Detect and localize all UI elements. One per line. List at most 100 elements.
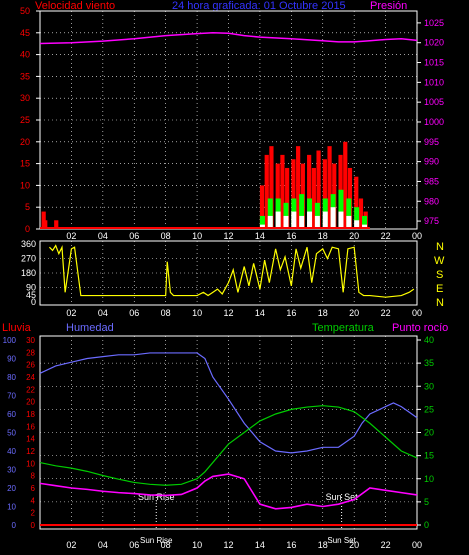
compass-label: S <box>436 269 443 281</box>
rain-tick: 26 <box>26 361 35 370</box>
rain-tick: 2 <box>31 509 36 518</box>
direction-tick: 270 <box>21 254 36 264</box>
temperature-tick: 5 <box>424 497 429 507</box>
wind-bar <box>283 215 289 229</box>
humidity-tick: 40 <box>7 447 16 456</box>
temperature-axis: 0 5 10 15 20 25 30 35 40 <box>417 335 434 530</box>
x-tick-label: 08 <box>161 231 171 241</box>
x-tick-label: 20 <box>349 540 359 550</box>
wind-bar <box>311 167 316 229</box>
wind-bar <box>362 224 368 229</box>
humidity-tick: 100 <box>3 336 17 345</box>
rain-tick: 30 <box>26 336 35 345</box>
x-tick-label: 18 <box>318 540 328 550</box>
x-tick-label: 00 <box>412 540 422 550</box>
series-line <box>39 352 418 454</box>
temperature-tick: 35 <box>424 358 434 368</box>
humidity-tick: 50 <box>7 429 16 438</box>
compass-labels: N W S E N <box>434 241 445 309</box>
humidity-temperature-x-axis: 02 04 06 08 10 12 14 16 18 20 22 00 <box>66 540 422 550</box>
wind-bar <box>346 215 352 229</box>
wind-bar <box>264 154 269 229</box>
wind-bar <box>299 215 305 229</box>
pressure-tick: 1005 <box>424 97 444 107</box>
wind-minimum-bars <box>259 207 368 229</box>
compass-label: W <box>434 255 445 267</box>
series-line <box>39 473 418 510</box>
direction-tick: 360 <box>21 239 36 249</box>
wind-bar <box>296 146 301 229</box>
wind-bar <box>291 159 296 229</box>
direction-tick: 90 <box>26 283 36 293</box>
wind-bar <box>327 146 332 229</box>
rain-tick: 24 <box>26 373 35 382</box>
wind-speed-tick: 20 <box>20 137 30 147</box>
direction-tick: 0 <box>31 297 36 307</box>
wind-bar <box>307 211 313 229</box>
wind-bar <box>338 189 344 229</box>
x-tick-label: 08 <box>161 308 171 318</box>
humidity-tick: 10 <box>7 503 16 512</box>
wind-bar <box>259 215 265 229</box>
wind-bar <box>354 176 359 229</box>
wind-direction-grid <box>40 241 418 305</box>
sunrise-time: Sun Rise <box>140 536 173 545</box>
wind-bar <box>54 220 59 229</box>
pressure-tick: 980 <box>424 196 439 206</box>
humidity-temperature-grid <box>40 336 418 529</box>
rain-tick: 10 <box>26 459 35 468</box>
wind-speed-tick: 40 <box>20 50 30 60</box>
temperature-tick: 15 <box>424 451 434 461</box>
wind-direction-series <box>48 244 415 298</box>
rain-tick: 28 <box>26 348 35 357</box>
x-tick-label: 00 <box>412 231 422 241</box>
rain-tick: 18 <box>26 410 35 419</box>
x-tick-label: 22 <box>381 540 391 550</box>
pressure-series <box>39 32 418 45</box>
pressure-line <box>39 32 418 45</box>
x-tick-label: 14 <box>255 540 265 550</box>
wind-speed-axis: 0 5 10 15 20 25 30 35 40 45 50 <box>20 6 40 234</box>
wind-bar <box>299 194 305 229</box>
rain-tick: 20 <box>26 398 35 407</box>
wind-bar <box>354 220 360 229</box>
x-tick-label: 06 <box>129 308 139 318</box>
sunset-time: Sun Set <box>327 536 356 545</box>
temperature-tick: 40 <box>424 335 434 345</box>
series-line <box>39 405 418 486</box>
wind-bar <box>358 198 364 229</box>
pressure-tick: 1025 <box>424 18 444 28</box>
wind-direction-x-axis: 02 04 06 08 10 12 14 16 18 20 22 00 <box>66 308 422 318</box>
humidity-temperature-series <box>39 352 418 526</box>
pressure-tick: 1000 <box>424 117 444 127</box>
compass-label: N <box>436 241 444 253</box>
wind-bar <box>285 167 290 229</box>
wind-pressure-x-axis: 02 04 06 08 10 12 14 16 18 20 22 00 <box>66 231 422 241</box>
x-tick-label: 14 <box>255 308 265 318</box>
wind-bar <box>330 207 336 229</box>
wind-speed-tick: 30 <box>20 93 30 103</box>
sun-markers: Sun Rise Sun Set Sun Rise Sun Set <box>138 492 358 545</box>
humidity-tick: 60 <box>7 410 16 419</box>
rain-tick: 22 <box>26 385 35 394</box>
sunset-label: Sun Set <box>326 492 359 502</box>
pressure-tick: 995 <box>424 137 439 147</box>
wind-pressure-grid <box>40 11 418 229</box>
rain-tick: 16 <box>26 422 35 431</box>
humidity-tick: 30 <box>7 466 16 475</box>
wind-speed-tick: 45 <box>20 28 30 38</box>
wind-speed-tick: 35 <box>20 71 30 81</box>
humidity-tick: 20 <box>7 484 16 493</box>
humidity-tick: 90 <box>7 355 16 364</box>
pressure-tick: 990 <box>424 157 439 167</box>
wind-bar <box>316 150 321 229</box>
x-tick-label: 04 <box>98 540 108 550</box>
x-tick-label: 08 <box>161 540 171 550</box>
x-tick-label: 22 <box>381 308 391 318</box>
wind-bar <box>291 211 297 229</box>
temperature-label: Temperatura <box>312 322 375 334</box>
x-tick-label: 16 <box>286 231 296 241</box>
x-tick-label: 12 <box>223 540 233 550</box>
